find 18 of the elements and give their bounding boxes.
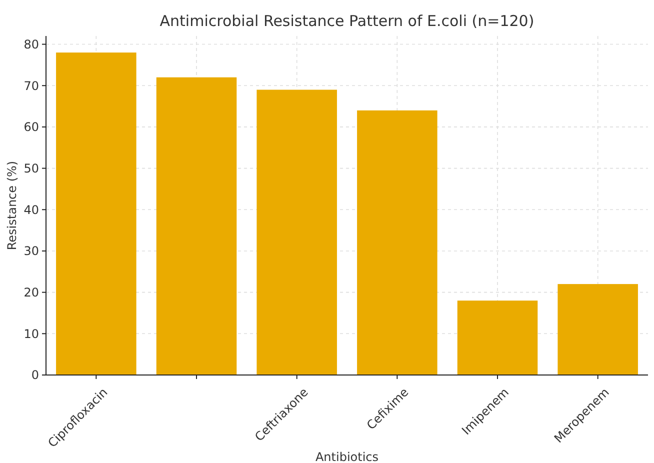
y-tick-label: 40 bbox=[24, 202, 39, 217]
bar bbox=[457, 300, 538, 375]
bar bbox=[156, 77, 237, 375]
y-tick-label: 50 bbox=[24, 161, 39, 176]
y-axis-title: Resistance (%) bbox=[5, 160, 19, 250]
y-tick-label: 10 bbox=[24, 326, 39, 341]
y-tick-label: 80 bbox=[24, 37, 39, 52]
bar bbox=[558, 284, 638, 375]
y-tick-label: 60 bbox=[24, 120, 39, 134]
y-tick-label: 30 bbox=[24, 244, 39, 258]
y-tick-label: 20 bbox=[24, 286, 39, 300]
bar bbox=[256, 90, 337, 375]
bar bbox=[56, 52, 136, 375]
x-axis-title: Antibiotics bbox=[315, 450, 379, 463]
y-tick-label: 0 bbox=[31, 368, 39, 382]
chart-title: Antimicrobial Resistance Pattern of E.coli (n=120) bbox=[160, 12, 534, 30]
y-tick-label: 70 bbox=[24, 78, 39, 93]
bar bbox=[357, 110, 438, 375]
